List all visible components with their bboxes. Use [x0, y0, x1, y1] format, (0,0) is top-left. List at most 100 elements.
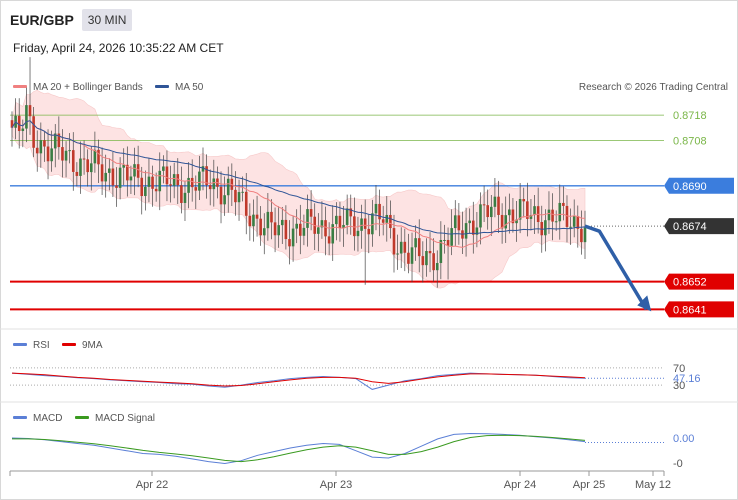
bull-candle [226, 178, 230, 196]
bear-candle [353, 216, 356, 237]
bear-candle [522, 199, 526, 202]
bear-candle [10, 120, 14, 128]
bear-candle [284, 219, 288, 240]
bear-candle [421, 256, 425, 266]
bull-candle [399, 241, 403, 254]
bear-candle [71, 150, 75, 172]
bull-candle [280, 219, 284, 226]
bull-candle [331, 224, 335, 244]
bear-candle [349, 208, 353, 217]
bull-candle [162, 166, 165, 171]
bear-candle [457, 215, 461, 231]
bull-candle [464, 223, 468, 239]
bull-candle [50, 148, 53, 162]
bear-candle [75, 171, 79, 176]
bear-candle [432, 253, 435, 271]
bull-candle [385, 214, 389, 223]
bear-candle [61, 147, 64, 161]
bull-candle [342, 224, 345, 229]
bear-candle [273, 222, 277, 236]
bull-candle [475, 227, 479, 235]
bull-candle [89, 163, 93, 173]
bear-candle [17, 115, 21, 132]
bull-candle [425, 250, 428, 266]
support-label: 0.8652 [673, 277, 707, 289]
support-label: 0.8641 [673, 304, 707, 316]
bull-candle [237, 192, 241, 203]
bear-candle [176, 174, 180, 186]
support-label-tag [664, 301, 734, 318]
macd-tick-label: 0.00 [673, 433, 694, 445]
macd-tick-label: -0 [673, 458, 683, 470]
bull-candle [129, 176, 133, 181]
legend-ma50-swatch [155, 85, 169, 88]
legend-macd-label: MACD [33, 413, 62, 424]
bull-candle [410, 247, 414, 264]
bull-candle [302, 227, 306, 236]
bollinger-band [11, 89, 586, 289]
bull-candle [569, 226, 572, 228]
bull-candle [104, 172, 107, 182]
bear-candle [46, 146, 50, 162]
bull-candle [277, 225, 280, 236]
bull-candle [360, 218, 363, 231]
bear-candle [511, 209, 515, 224]
bull-candle [64, 150, 68, 161]
legend-9ma-swatch [62, 343, 76, 346]
legend-ma20-label: MA 20 + Bollinger Bands [33, 82, 143, 93]
bull-candle [320, 220, 324, 228]
bull-candle [529, 215, 533, 219]
bear-candle [82, 158, 86, 160]
main-indicator-line [11, 372, 586, 390]
bear-candle [576, 216, 580, 229]
rsi-last-label: 47.16 [673, 373, 701, 385]
chart-header: EUR/GBP 30 MIN [10, 8, 133, 32]
bull-candle [468, 220, 471, 224]
bear-candle [551, 209, 554, 222]
bear-candle [255, 214, 259, 219]
bull-candle [252, 214, 255, 227]
rsi-tick-label: 30 [673, 380, 685, 392]
bear-candle [140, 177, 144, 197]
legend-macd-swatch [13, 416, 27, 419]
bull-candle [515, 219, 518, 224]
bull-candle [306, 209, 309, 228]
bull-candle [443, 239, 446, 241]
legend-macd-signal-swatch [75, 416, 89, 419]
bear-candle [526, 201, 529, 219]
bear-candle [270, 211, 273, 223]
ma50-line [11, 120, 586, 235]
bear-candle [407, 252, 410, 264]
bear-candle [486, 205, 489, 218]
legend-9ma-label: 9MA [82, 340, 103, 351]
bull-candle [241, 191, 244, 193]
bull-candle [317, 227, 320, 234]
bull-candle [558, 202, 562, 222]
bear-candle [327, 236, 331, 244]
timeframe-badge[interactable]: 30 MIN [81, 9, 133, 31]
resistance-label: 0.8718 [673, 110, 707, 122]
bull-candle [439, 239, 443, 264]
signal-indicator-line [11, 372, 586, 387]
bear-candle [100, 164, 104, 182]
bull-candle [547, 209, 551, 221]
bull-candle [356, 230, 360, 237]
legend-rsi-label: RSI [33, 340, 50, 351]
bull-candle [554, 221, 558, 223]
bear-candle [115, 185, 118, 188]
bollinger-band-area [11, 89, 586, 289]
bear-candle [565, 205, 569, 227]
candlestick-series [10, 57, 587, 288]
bull-candle [583, 227, 587, 243]
moving-averages [11, 120, 652, 312]
bear-candle [428, 250, 432, 254]
bear-candle [389, 214, 392, 229]
bull-candle [25, 105, 28, 129]
bull-candle [262, 228, 266, 236]
bear-candle [169, 184, 172, 186]
bull-candle [414, 238, 417, 248]
symbol-title: EUR/GBP [10, 12, 74, 28]
bear-candle [205, 166, 208, 186]
bull-candle [544, 220, 547, 236]
